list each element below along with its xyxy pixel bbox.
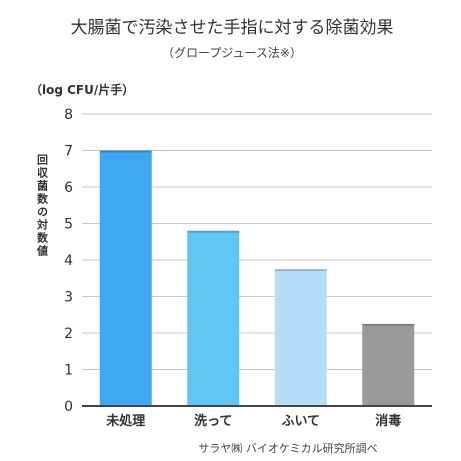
- source-note: サラヤ㈱ バイオケミカル研究所調べ: [198, 441, 377, 455]
- y-tick-label: 7: [64, 144, 73, 160]
- chart-subtitle: （グロープジュース法※）: [162, 46, 302, 60]
- y-tick-label: 4: [64, 253, 73, 269]
- x-tick-label: 未処理: [105, 413, 145, 429]
- bar-4: [362, 323, 415, 406]
- y-tick-label: 1: [64, 363, 73, 379]
- x-tick-label: ふいて: [281, 414, 320, 429]
- y-tick-labels: 0 1 2 3 4 5 6 7 8: [64, 107, 73, 415]
- y-axis-label: 回収菌数の対数値: [36, 153, 50, 258]
- chart-title: 大腸菌で汚染させた手指に対する除菌効果: [71, 18, 394, 38]
- y-unit-label: （log CFU/片手）: [30, 82, 134, 97]
- y-tick-label: 2: [64, 326, 73, 342]
- y-tick-label: 0: [64, 399, 73, 415]
- bar-3: [274, 269, 327, 406]
- bars: [99, 150, 415, 406]
- bar-1: [99, 150, 152, 406]
- y-tick-label: 3: [64, 290, 73, 306]
- x-tick-label: 洗って: [194, 413, 232, 429]
- y-tick-label: 6: [64, 180, 73, 196]
- bar-2: [187, 230, 240, 406]
- x-tick-label: 消毒: [375, 413, 401, 429]
- y-tick-label: 5: [64, 217, 73, 233]
- x-tick-labels: 未処理 洗って ふいて 消毒: [105, 413, 401, 429]
- y-tick-label: 8: [64, 107, 73, 123]
